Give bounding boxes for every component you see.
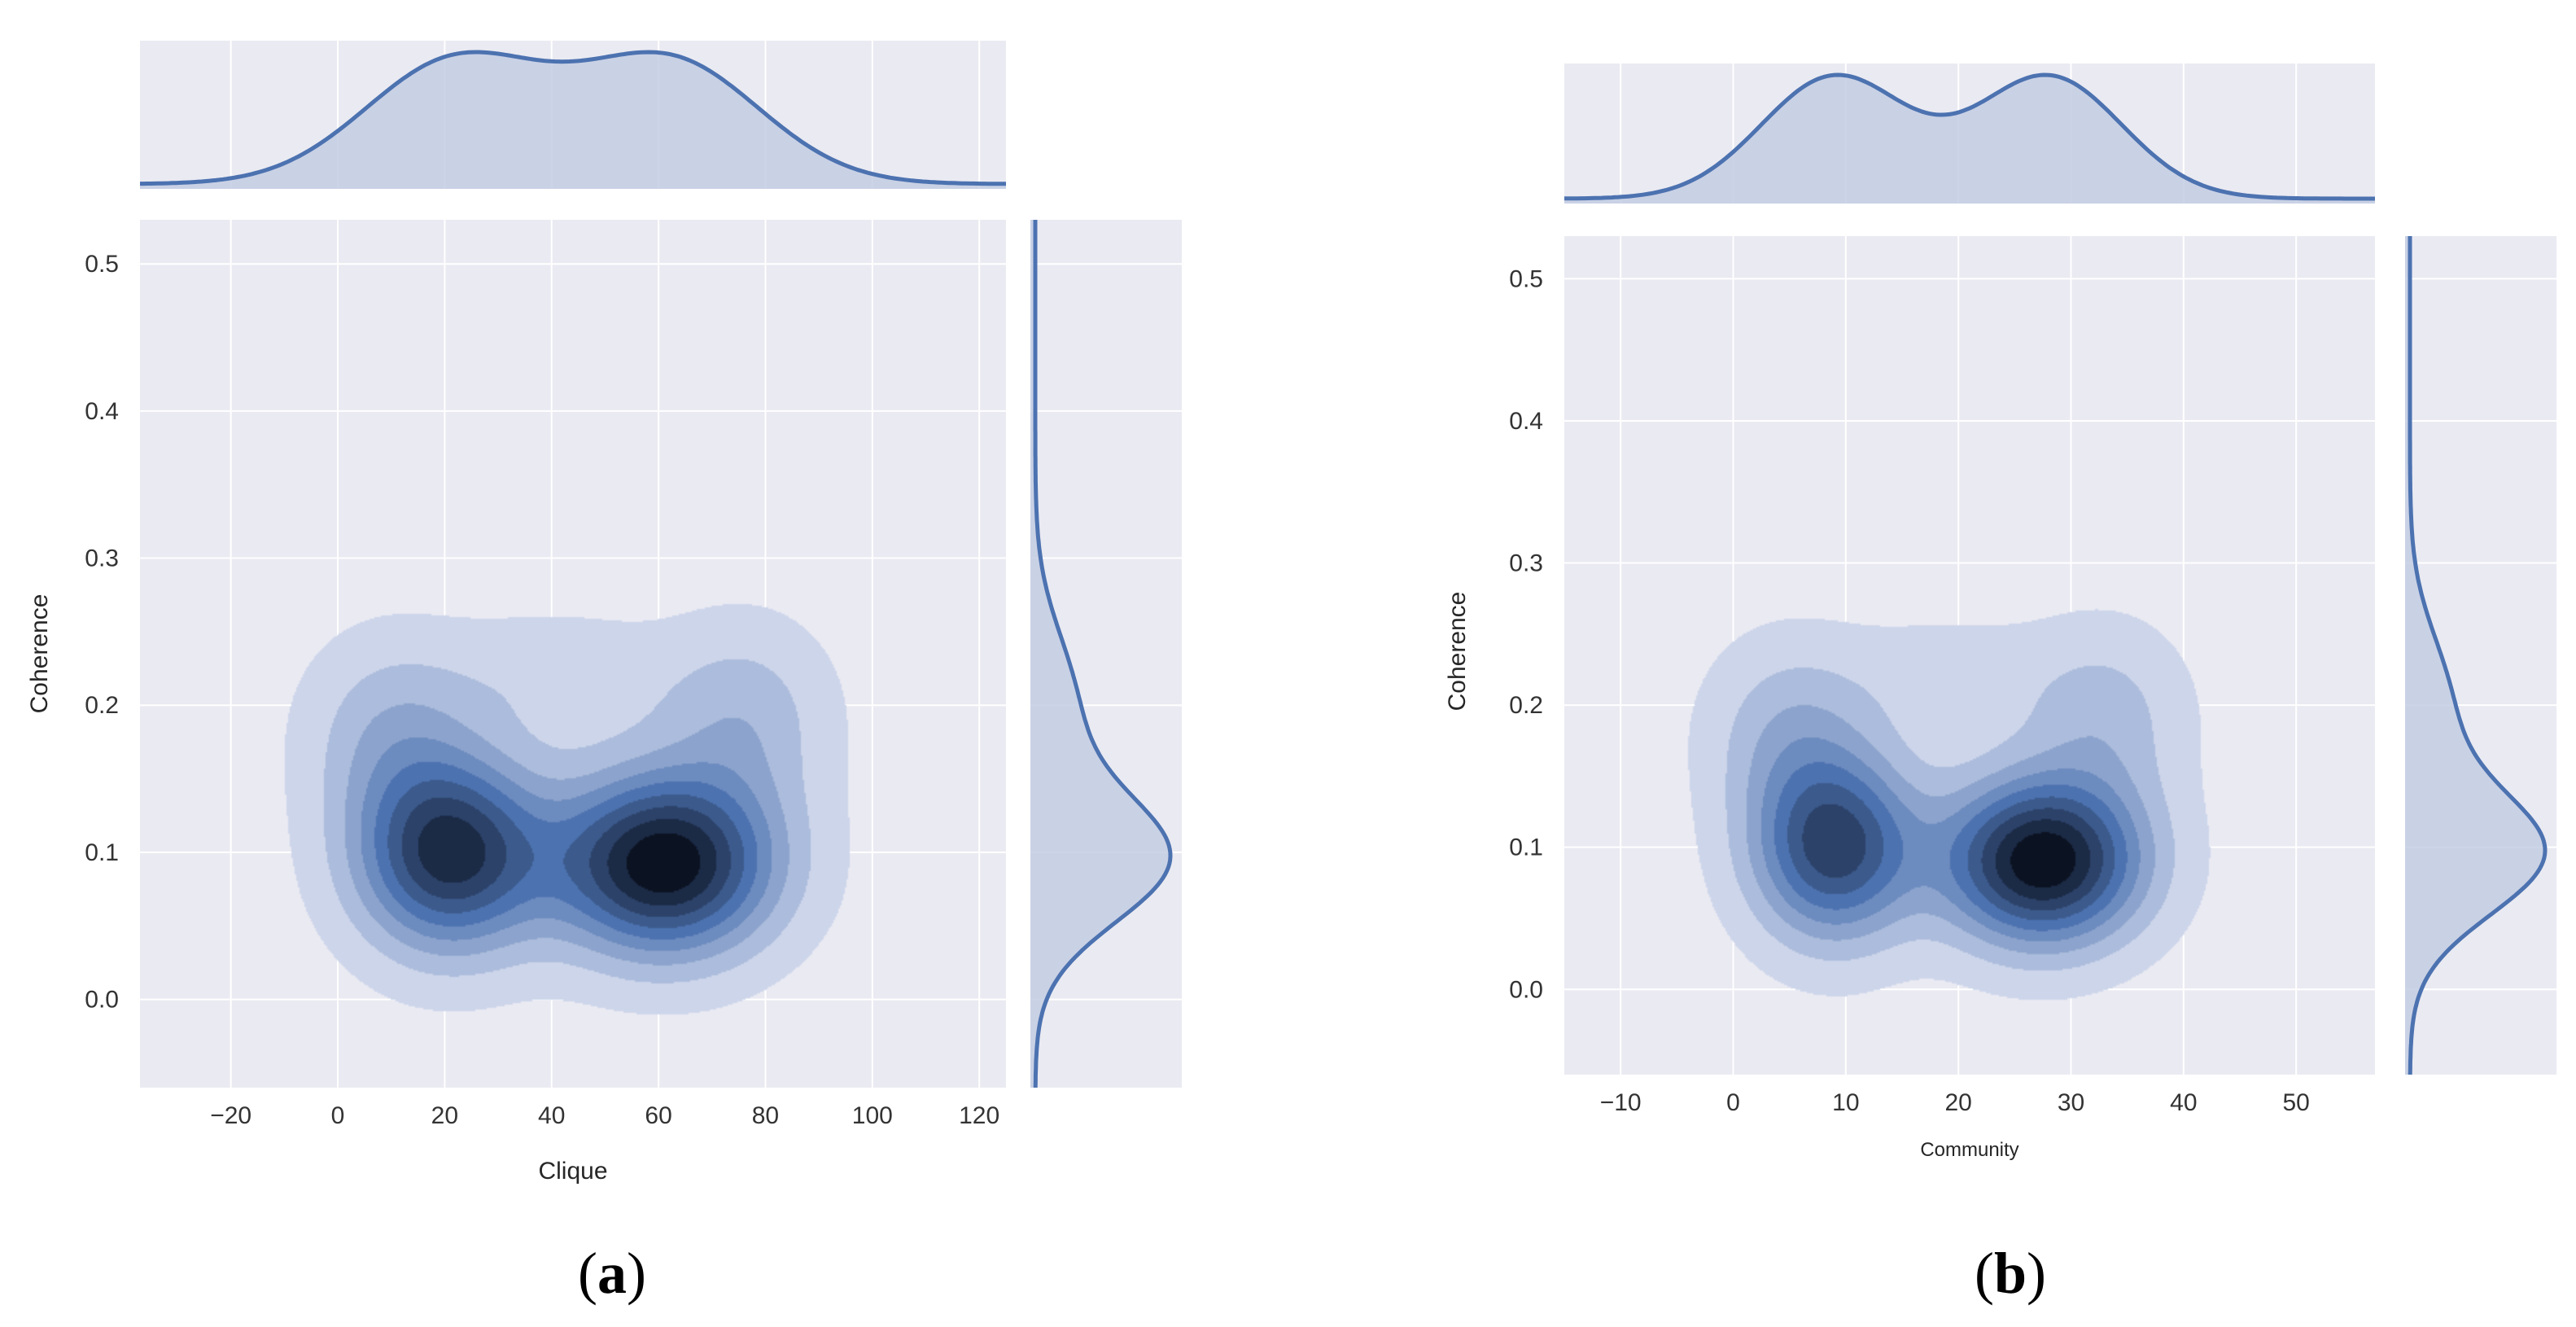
- y-tick-label: 0.4: [85, 398, 119, 425]
- panel-a-right-marginal-curve: [1033, 220, 1173, 1088]
- panel-b-kde-contours: [1564, 236, 2375, 1075]
- panel-a-right-marginal-fill: [1030, 220, 1170, 1088]
- y-tick-label: 0.5: [85, 251, 119, 278]
- panel-b-right-marginal-curve: [2408, 236, 2548, 1075]
- panel-b-label-open: (: [1975, 1241, 1994, 1306]
- panel-a-x-axis-label: Clique: [538, 1158, 607, 1185]
- y-tick-label: 0.0: [1509, 976, 1543, 1003]
- panel-a-label-letter: a: [597, 1241, 627, 1306]
- x-tick-label: 10: [1832, 1089, 1859, 1116]
- panel-b-label-close: ): [2027, 1241, 2046, 1306]
- x-tick-label: 20: [1944, 1089, 1971, 1116]
- panel-b-x-ticks: −10 0 10 20 30 40 50: [1600, 1089, 2310, 1116]
- x-tick-label: 0: [1726, 1089, 1740, 1116]
- x-tick-label: 80: [752, 1102, 779, 1129]
- x-tick-label: 40: [538, 1102, 565, 1129]
- x-tick-label: 20: [431, 1102, 458, 1129]
- panel-a-top-marginal-curve: [140, 50, 1006, 186]
- x-tick-label: −10: [1600, 1089, 1642, 1116]
- x-tick-label: 30: [2058, 1089, 2084, 1116]
- y-tick-label: 0.0: [85, 987, 119, 1014]
- y-tick-label: 0.4: [1509, 408, 1543, 435]
- x-tick-label: 60: [645, 1102, 671, 1129]
- panel-a-y-ticks: 0.0 0.1 0.2 0.3 0.4 0.5: [85, 251, 119, 1013]
- y-tick-label: 0.3: [85, 545, 119, 572]
- x-tick-label: 40: [2170, 1089, 2197, 1116]
- panel-b-y-axis-label: Coherence: [1444, 592, 1471, 712]
- panel-b-label: (b): [1975, 1241, 2046, 1306]
- panel-b: −10 0 10 20 30 40 50 0.0 0.1 0.2 0.3 0.4 0.5 Commun…: [1444, 64, 2556, 1306]
- panel-a-label-open: (: [578, 1241, 597, 1306]
- x-tick-label: 120: [959, 1102, 999, 1129]
- y-tick-label: 0.1: [1509, 834, 1543, 861]
- y-tick-label: 0.2: [85, 692, 119, 719]
- y-tick-label: 0.5: [1509, 265, 1543, 292]
- y-tick-label: 0.3: [1509, 550, 1543, 577]
- y-tick-label: 0.1: [85, 839, 119, 866]
- panel-a-label-close: ): [627, 1241, 646, 1306]
- x-tick-label: 100: [852, 1102, 893, 1129]
- panel-a: −20 0 20 40 60 80 100 120 0.0 0.1 0.2 0.3 0.4 0.5 Cl…: [26, 41, 1182, 1306]
- panel-b-x-axis-label: Community: [1920, 1139, 2018, 1161]
- x-tick-label: 0: [331, 1102, 345, 1129]
- panel-a-top-marginal-fill: [140, 52, 1006, 189]
- panel-b-right-marginal-fill: [2405, 236, 2545, 1075]
- x-tick-label: −20: [210, 1102, 251, 1129]
- panel-a-y-axis-label: Coherence: [26, 594, 53, 714]
- panel-b-y-ticks: 0.0 0.1 0.2 0.3 0.4 0.5: [1509, 265, 1543, 1003]
- y-tick-label: 0.2: [1509, 692, 1543, 719]
- panel-a-x-ticks: −20 0 20 40 60 80 100 120: [210, 1102, 999, 1129]
- panel-b-top-marginal-curve: [1564, 72, 2375, 201]
- panel-a-kde-contours: [140, 220, 1006, 1088]
- x-tick-label: 50: [2282, 1089, 2309, 1116]
- panel-a-label: (a): [578, 1241, 646, 1306]
- panel-b-label-letter: b: [1994, 1241, 2027, 1306]
